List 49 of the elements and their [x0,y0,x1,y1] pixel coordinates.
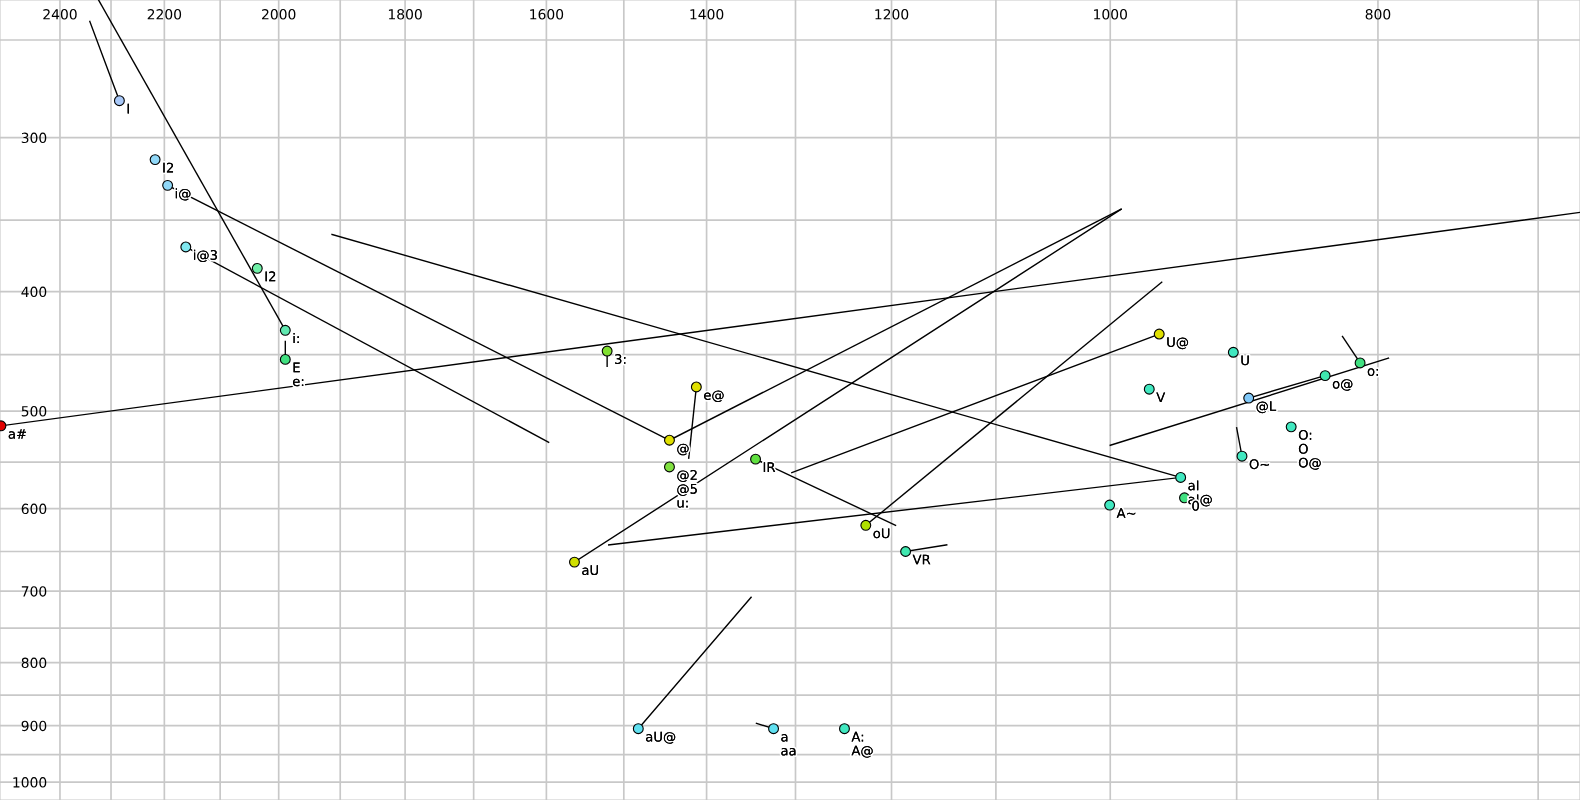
annotation: a [781,734,788,742]
annotation: 3: [615,354,626,365]
annotation: o: [1367,368,1379,376]
annotation: e@ [704,390,724,403]
annotation: o@ [1332,379,1353,391]
annotation: i: [293,333,299,344]
annotation: O: [1298,429,1312,440]
annotation: I [127,103,129,114]
annotation: U [1241,355,1249,366]
y-tick-label: 500 [21,406,47,417]
y-tick-label: 700 [21,586,47,597]
annotation: e: [292,378,304,387]
annotation: O@ [1298,457,1321,470]
y-tick-label: 600 [21,503,47,515]
annotation: @L [1256,401,1277,414]
annotation: a# [8,429,27,439]
x-tick-label: 2200 [147,9,182,20]
x-tick-label: 1800 [388,9,422,20]
y-tick-label: 800 [21,657,47,669]
x-tick-label: 1600 [530,9,564,20]
x-tick-label: 2000 [262,9,296,20]
annotation: V [1156,392,1166,402]
y-tick-label: 900 [21,720,47,732]
annotation: oU [873,528,890,539]
y-tick-label: 1000 [13,777,47,788]
annotation: u: [677,500,688,508]
y-tick-label: 300 [21,132,47,144]
x-tick-label: 800 [1365,9,1391,20]
annotation: U@ [1167,337,1189,350]
annotation: I2 [265,271,276,282]
annotation: @ [677,443,689,456]
annotation: aU [582,565,598,576]
annotation: A: [851,731,864,742]
annotation: @2 [677,469,697,483]
annotation: O~ [1249,459,1269,470]
annotation: E [293,362,300,373]
annotation: aa [781,747,796,756]
annotation: VR [912,554,931,565]
x-tick-label: 1200 [875,9,909,20]
annotation: A~ [1116,508,1136,518]
x-tick-label: 1400 [690,9,724,20]
x-tick-label: 2400 [43,9,77,20]
x-tick-label: 1000 [1094,9,1127,20]
y-tick-label: 400 [21,286,47,298]
annotation: I2 [163,162,174,173]
annotation: A@ [851,745,873,758]
annotation: O [1298,443,1308,454]
annotation: aI [1188,480,1199,491]
annotation: aU@ [646,731,676,744]
